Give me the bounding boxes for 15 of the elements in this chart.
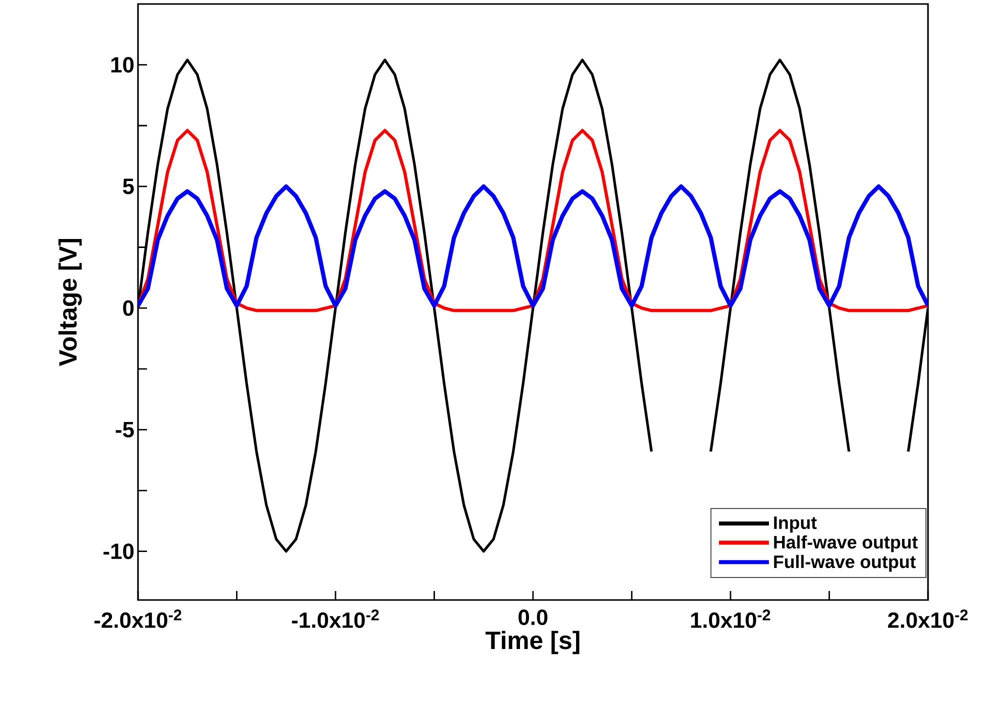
x-tick-label: -1.0x10$^{-2}$ — [292, 610, 379, 628]
legend-label: Full-wave output — [774, 554, 916, 572]
y-tick-label: 0 — [123, 300, 134, 316]
x-tick-label: 2.0x10$^{-2}$ — [888, 610, 968, 628]
y-tick-label: 5 — [122, 178, 134, 194]
x-tick-label: 0.0 — [518, 610, 548, 626]
y-tick-label: -5 — [116, 422, 134, 438]
x-tick-label: 1.0x10$^{-2}$ — [691, 610, 770, 628]
y-axis-title: Voltage [V] — [58, 239, 82, 366]
y-tick-label: 10 — [111, 57, 134, 73]
y-tick-label: -10 — [104, 544, 134, 560]
legend-label: Half-wave output — [774, 535, 918, 552]
x-axis-title: Time [s] — [486, 630, 580, 654]
x-tick-label: -2.0x10$^{-2}$ — [94, 610, 182, 628]
legend-label: Input — [774, 516, 817, 533]
